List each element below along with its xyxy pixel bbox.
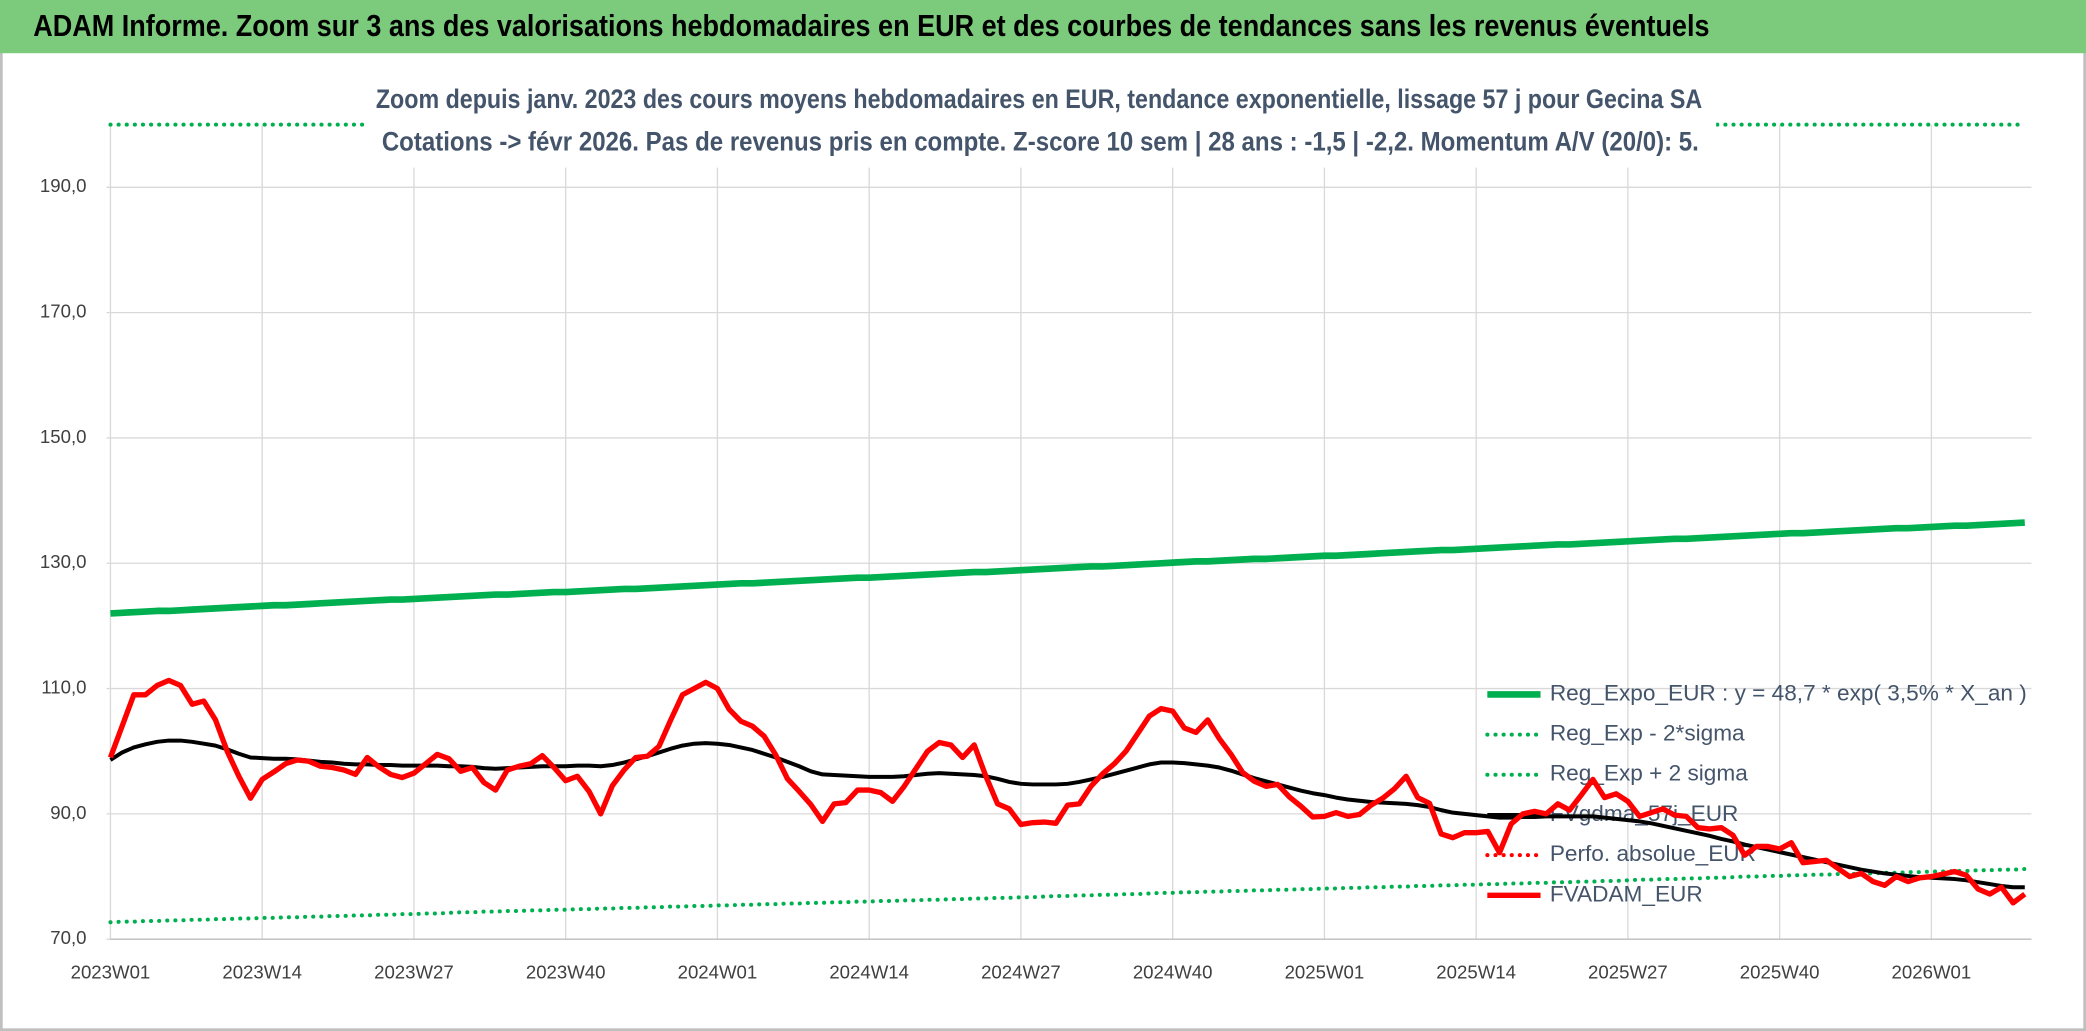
y-tick-label: 110,0 xyxy=(41,676,86,697)
y-tick-label: 190,0 xyxy=(40,175,87,196)
plot: 70,0 90,0 110,0 130,0 150,0 170,0 190,0 2023W01… xyxy=(40,122,2032,983)
y-tick-label: 70,0 xyxy=(50,927,86,948)
header-bar xyxy=(0,0,2086,54)
y-tick-label: 90,0 xyxy=(50,802,86,823)
x-tick-label: 2024W01 xyxy=(678,962,758,983)
header-title: ADAM Informe. Zoom sur 3 ans des valoris… xyxy=(33,9,1709,43)
x-tick-label: 2024W27 xyxy=(981,962,1061,983)
y-tick-label: 150,0 xyxy=(40,426,87,447)
x-tick-label: 2023W01 xyxy=(71,962,151,983)
legend-label: Reg_Exp + 2 sigma xyxy=(1550,761,1748,786)
x-tick-label: 2023W14 xyxy=(222,962,302,983)
chart-subtitle: Cotations -> févr 2026. Pas de revenus p… xyxy=(382,127,1699,157)
x-tick-label: 2025W27 xyxy=(1588,962,1668,983)
x-tick-label: 2026W01 xyxy=(1892,962,1972,983)
chart-subtitle: Zoom depuis janv. 2023 des cours moyens … xyxy=(376,84,1702,114)
legend-label: FVADAM_EUR xyxy=(1550,881,1703,906)
x-tick-label: 2024W14 xyxy=(829,962,909,983)
x-tick-label: 2025W40 xyxy=(1740,962,1820,983)
legend-label: Reg_Expo_EUR : y = 48,7 * exp( 3,5% * X_… xyxy=(1550,680,2027,705)
legend-label: Reg_Exp - 2*sigma xyxy=(1550,721,1745,746)
x-tick-label: 2024W40 xyxy=(1133,962,1213,983)
x-tick-label: 2023W40 xyxy=(526,962,606,983)
series-line xyxy=(110,519,2025,617)
legend-label: Perfo. absolue_EUR xyxy=(1550,841,1756,866)
series-line xyxy=(108,867,2027,925)
series-line xyxy=(109,738,2025,890)
series-line xyxy=(107,677,2027,906)
x-tick-label: 2023W27 xyxy=(374,962,454,983)
x-tick-label: 2025W14 xyxy=(1436,962,1516,983)
y-tick-label: 130,0 xyxy=(40,551,87,572)
title-backdrop xyxy=(367,77,1717,168)
y-tick-label: 170,0 xyxy=(40,301,87,322)
x-tick-label: 2025W01 xyxy=(1285,962,1365,983)
